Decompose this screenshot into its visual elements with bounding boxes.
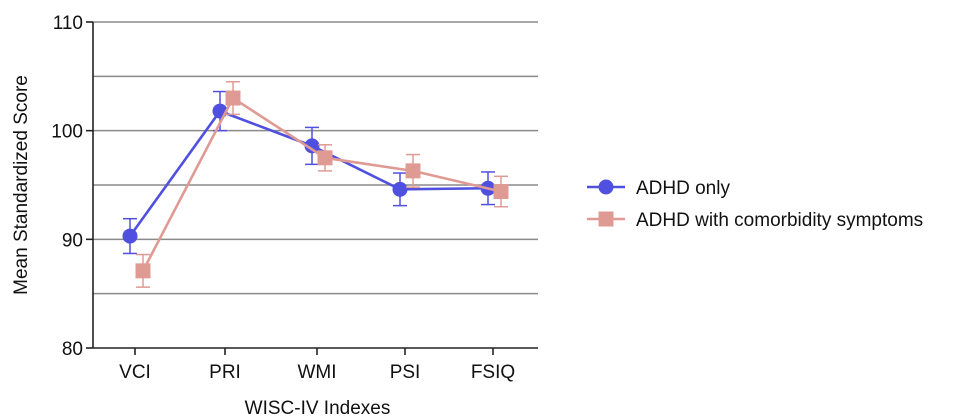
y-tick-label: 110 bbox=[53, 13, 83, 34]
series-adhd-only bbox=[122, 90, 496, 255]
data-point bbox=[304, 138, 320, 154]
data-point bbox=[405, 163, 421, 179]
legend-marker bbox=[598, 179, 614, 195]
x-tick-label: WMI bbox=[297, 362, 336, 383]
data-point bbox=[317, 150, 333, 166]
legend: ADHD only ADHD with comorbidity symptoms bbox=[587, 178, 923, 231]
y-tick-label: 80 bbox=[62, 339, 83, 360]
legend-item: ADHD with comorbidity symptoms bbox=[587, 210, 923, 231]
x-tick-label: PRI bbox=[209, 362, 241, 383]
data-point bbox=[122, 228, 138, 244]
y-axis-title: Mean Standardized Score bbox=[11, 75, 32, 295]
legend-label: ADHD with comorbidity symptoms bbox=[636, 210, 923, 231]
x-tick-label: PSI bbox=[390, 362, 421, 383]
data-point bbox=[225, 90, 241, 106]
x-tick-label: VCI bbox=[119, 362, 151, 383]
data-point bbox=[135, 263, 151, 279]
legend-label: ADHD only bbox=[636, 178, 730, 199]
data-point bbox=[493, 184, 509, 200]
y-tick-label: 100 bbox=[51, 122, 83, 143]
x-axis-title: WISC-IV Indexes bbox=[245, 398, 391, 419]
data-point bbox=[392, 181, 408, 197]
legend-marker bbox=[598, 211, 614, 227]
legend-item: ADHD only bbox=[587, 178, 730, 199]
x-tick-label: FSIQ bbox=[471, 362, 515, 383]
series-line bbox=[128, 109, 489, 237]
series-adhd-comorbidity bbox=[135, 81, 509, 288]
y-tick-label: 90 bbox=[62, 230, 83, 251]
